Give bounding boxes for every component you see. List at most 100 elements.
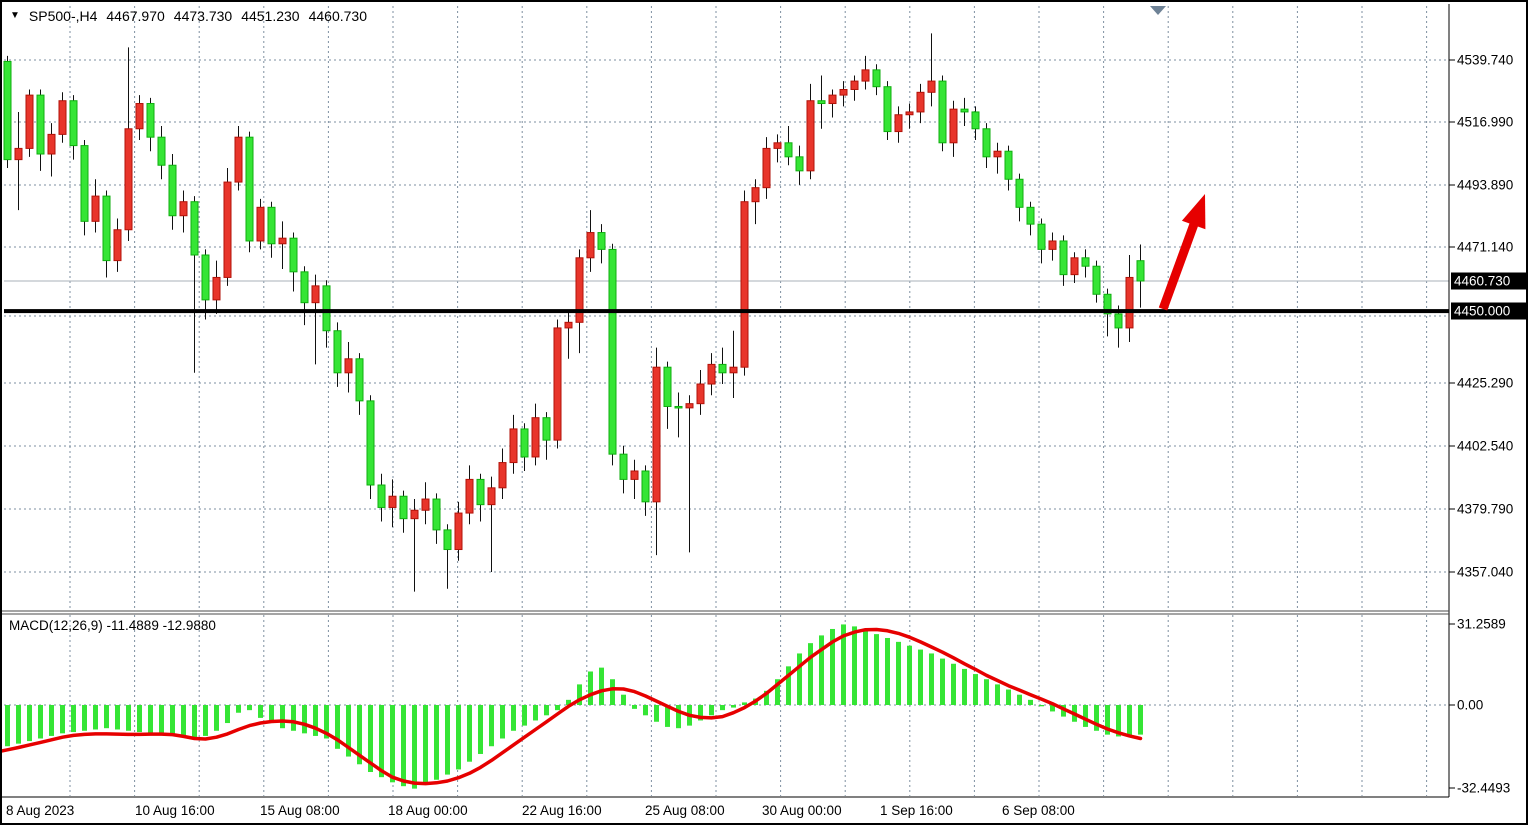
macd-histogram-bar bbox=[1006, 689, 1011, 705]
macd-histogram-bar bbox=[1083, 705, 1088, 727]
macd-histogram-bar bbox=[225, 705, 230, 724]
macd-histogram-bar bbox=[489, 705, 494, 747]
macd-histogram-bar bbox=[5, 705, 10, 747]
candle-body bbox=[817, 100, 826, 105]
candle-body bbox=[586, 232, 595, 259]
macd-histogram-bar bbox=[27, 705, 32, 742]
price-axis-tick: 4357.040 bbox=[1457, 564, 1514, 580]
macd-histogram-bar bbox=[929, 653, 934, 705]
macd-histogram-bar bbox=[984, 679, 989, 705]
macd-histogram-bar bbox=[621, 694, 626, 705]
time-axis-label: 22 Aug 16:00 bbox=[522, 803, 602, 818]
macd-histogram-bar bbox=[412, 705, 417, 789]
price-badge: 4460.730 bbox=[1451, 272, 1526, 290]
candle-body bbox=[663, 366, 672, 407]
candle-body bbox=[707, 363, 716, 385]
macd-histogram-bar bbox=[192, 705, 197, 739]
macd-histogram-bar bbox=[588, 671, 593, 705]
candle-body bbox=[608, 248, 617, 455]
candle-body bbox=[861, 69, 870, 82]
macd-histogram-bar bbox=[324, 705, 329, 739]
candle-body bbox=[839, 88, 848, 96]
candle-body bbox=[1015, 178, 1024, 208]
macd-histogram-bar bbox=[841, 624, 846, 705]
candle-body bbox=[487, 487, 496, 506]
macd-histogram-bar bbox=[390, 705, 395, 783]
candle-body bbox=[58, 100, 67, 135]
price-axis-tick: 4425.290 bbox=[1457, 375, 1514, 391]
macd-histogram-bar bbox=[940, 658, 945, 705]
macd-histogram-bar bbox=[280, 705, 285, 729]
candle-body bbox=[432, 498, 441, 531]
candle-body bbox=[388, 495, 397, 508]
candle-body bbox=[784, 142, 793, 158]
candle-body bbox=[344, 358, 353, 374]
ohlc-close: 4460.730 bbox=[308, 8, 368, 24]
triangle-down-icon[interactable]: ▼ bbox=[10, 10, 20, 21]
macd-histogram-bar bbox=[467, 705, 472, 762]
candle-body bbox=[3, 60, 12, 161]
breakout-arrow-shaft[interactable] bbox=[1158, 219, 1200, 311]
macd-histogram-bar bbox=[1105, 705, 1110, 735]
candle-body bbox=[542, 417, 551, 441]
candle-body bbox=[25, 94, 34, 149]
breakout-arrow-head[interactable] bbox=[1181, 194, 1206, 230]
candle-body bbox=[685, 403, 694, 409]
candle-body bbox=[553, 327, 562, 441]
macd-histogram-bar bbox=[60, 705, 65, 734]
macd-histogram-bar bbox=[159, 705, 164, 735]
price-axis-tick: 4379.790 bbox=[1457, 501, 1514, 517]
macd-histogram-bar bbox=[214, 705, 219, 731]
macd-histogram-bar bbox=[115, 705, 120, 730]
candle-body bbox=[223, 181, 232, 278]
macd-histogram-bar bbox=[137, 705, 142, 733]
candle-body bbox=[289, 237, 298, 273]
price-axis-tick: 4402.540 bbox=[1457, 438, 1514, 454]
candle-body bbox=[1125, 276, 1134, 329]
macd-histogram-bar bbox=[445, 705, 450, 775]
macd-histogram-bar bbox=[379, 705, 384, 778]
macd-histogram-bar bbox=[610, 679, 615, 705]
macd-histogram-bar bbox=[852, 626, 857, 705]
macd-histogram-bar bbox=[313, 705, 318, 736]
macd-histogram-bar bbox=[797, 653, 802, 705]
macd-histogram-bar bbox=[368, 705, 373, 773]
candle-body bbox=[69, 100, 78, 147]
candle-body bbox=[410, 509, 419, 520]
candle-body bbox=[850, 80, 859, 90]
candle-body bbox=[14, 147, 23, 161]
support-hline[interactable] bbox=[4, 309, 1449, 314]
macd-histogram-bar bbox=[71, 705, 76, 733]
candle-body bbox=[201, 254, 210, 301]
macd-histogram-bar bbox=[203, 705, 208, 736]
candle-body bbox=[762, 147, 771, 189]
candle-body bbox=[718, 363, 727, 374]
macd-histogram-bar bbox=[566, 699, 571, 705]
candle-body bbox=[751, 187, 760, 203]
candle-body bbox=[1048, 240, 1057, 250]
candle-body bbox=[135, 103, 144, 130]
time-axis-label: 10 Aug 16:00 bbox=[135, 803, 215, 818]
macd-histogram-bar bbox=[1039, 705, 1044, 707]
candle-body bbox=[696, 383, 705, 405]
candle-body bbox=[927, 80, 936, 93]
macd-indicator-label: MACD(12,26,9) -11.4889 -12.9880 bbox=[9, 618, 216, 633]
candle-body bbox=[322, 285, 331, 332]
candle-body bbox=[1136, 260, 1145, 282]
candle-body bbox=[1070, 257, 1079, 276]
macd-histogram-bar bbox=[1138, 705, 1143, 735]
ohlc-open: 4467.970 bbox=[106, 8, 165, 24]
macd-histogram-bar bbox=[907, 645, 912, 705]
chart-shift-marker-icon[interactable] bbox=[1150, 6, 1166, 15]
candle-body bbox=[1059, 240, 1068, 276]
time-axis-label: 15 Aug 08:00 bbox=[260, 803, 340, 818]
macd-axis-tick: 31.2589 bbox=[1457, 616, 1506, 632]
candle-body bbox=[773, 142, 782, 149]
macd-histogram-bar bbox=[49, 705, 54, 736]
macd-axis-tick: 0.00 bbox=[1457, 697, 1484, 713]
candle-body bbox=[465, 478, 474, 514]
candle-body bbox=[168, 164, 177, 217]
macd-histogram-bar bbox=[808, 643, 813, 705]
macd-histogram-bar bbox=[775, 679, 780, 705]
